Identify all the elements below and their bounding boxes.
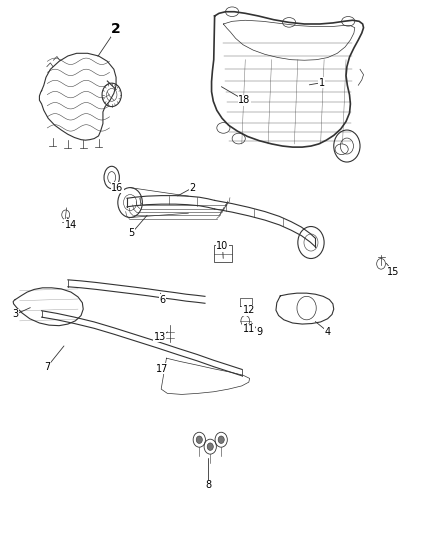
Text: 14: 14 [65,220,77,230]
Text: 16: 16 [111,183,124,192]
Text: 7: 7 [44,362,50,372]
Text: 2: 2 [111,22,121,36]
Text: 8: 8 [205,480,212,490]
Text: 18: 18 [238,95,251,105]
Text: 11: 11 [243,325,255,334]
Text: 12: 12 [243,305,255,315]
Text: 2: 2 [190,183,196,192]
Circle shape [207,443,213,450]
Circle shape [196,436,202,443]
Text: 10: 10 [216,241,229,251]
Text: 1: 1 [319,78,325,87]
Bar [214,245,232,262]
Text: 6: 6 [159,295,165,304]
Circle shape [218,436,224,443]
Text: 3: 3 [12,310,18,319]
Text: 9: 9 [256,327,262,336]
Text: 13: 13 [154,332,166,342]
Text: 17: 17 [156,364,168,374]
Text: 15: 15 [387,267,399,277]
Text: 4: 4 [325,327,331,336]
Text: 5: 5 [128,229,134,238]
